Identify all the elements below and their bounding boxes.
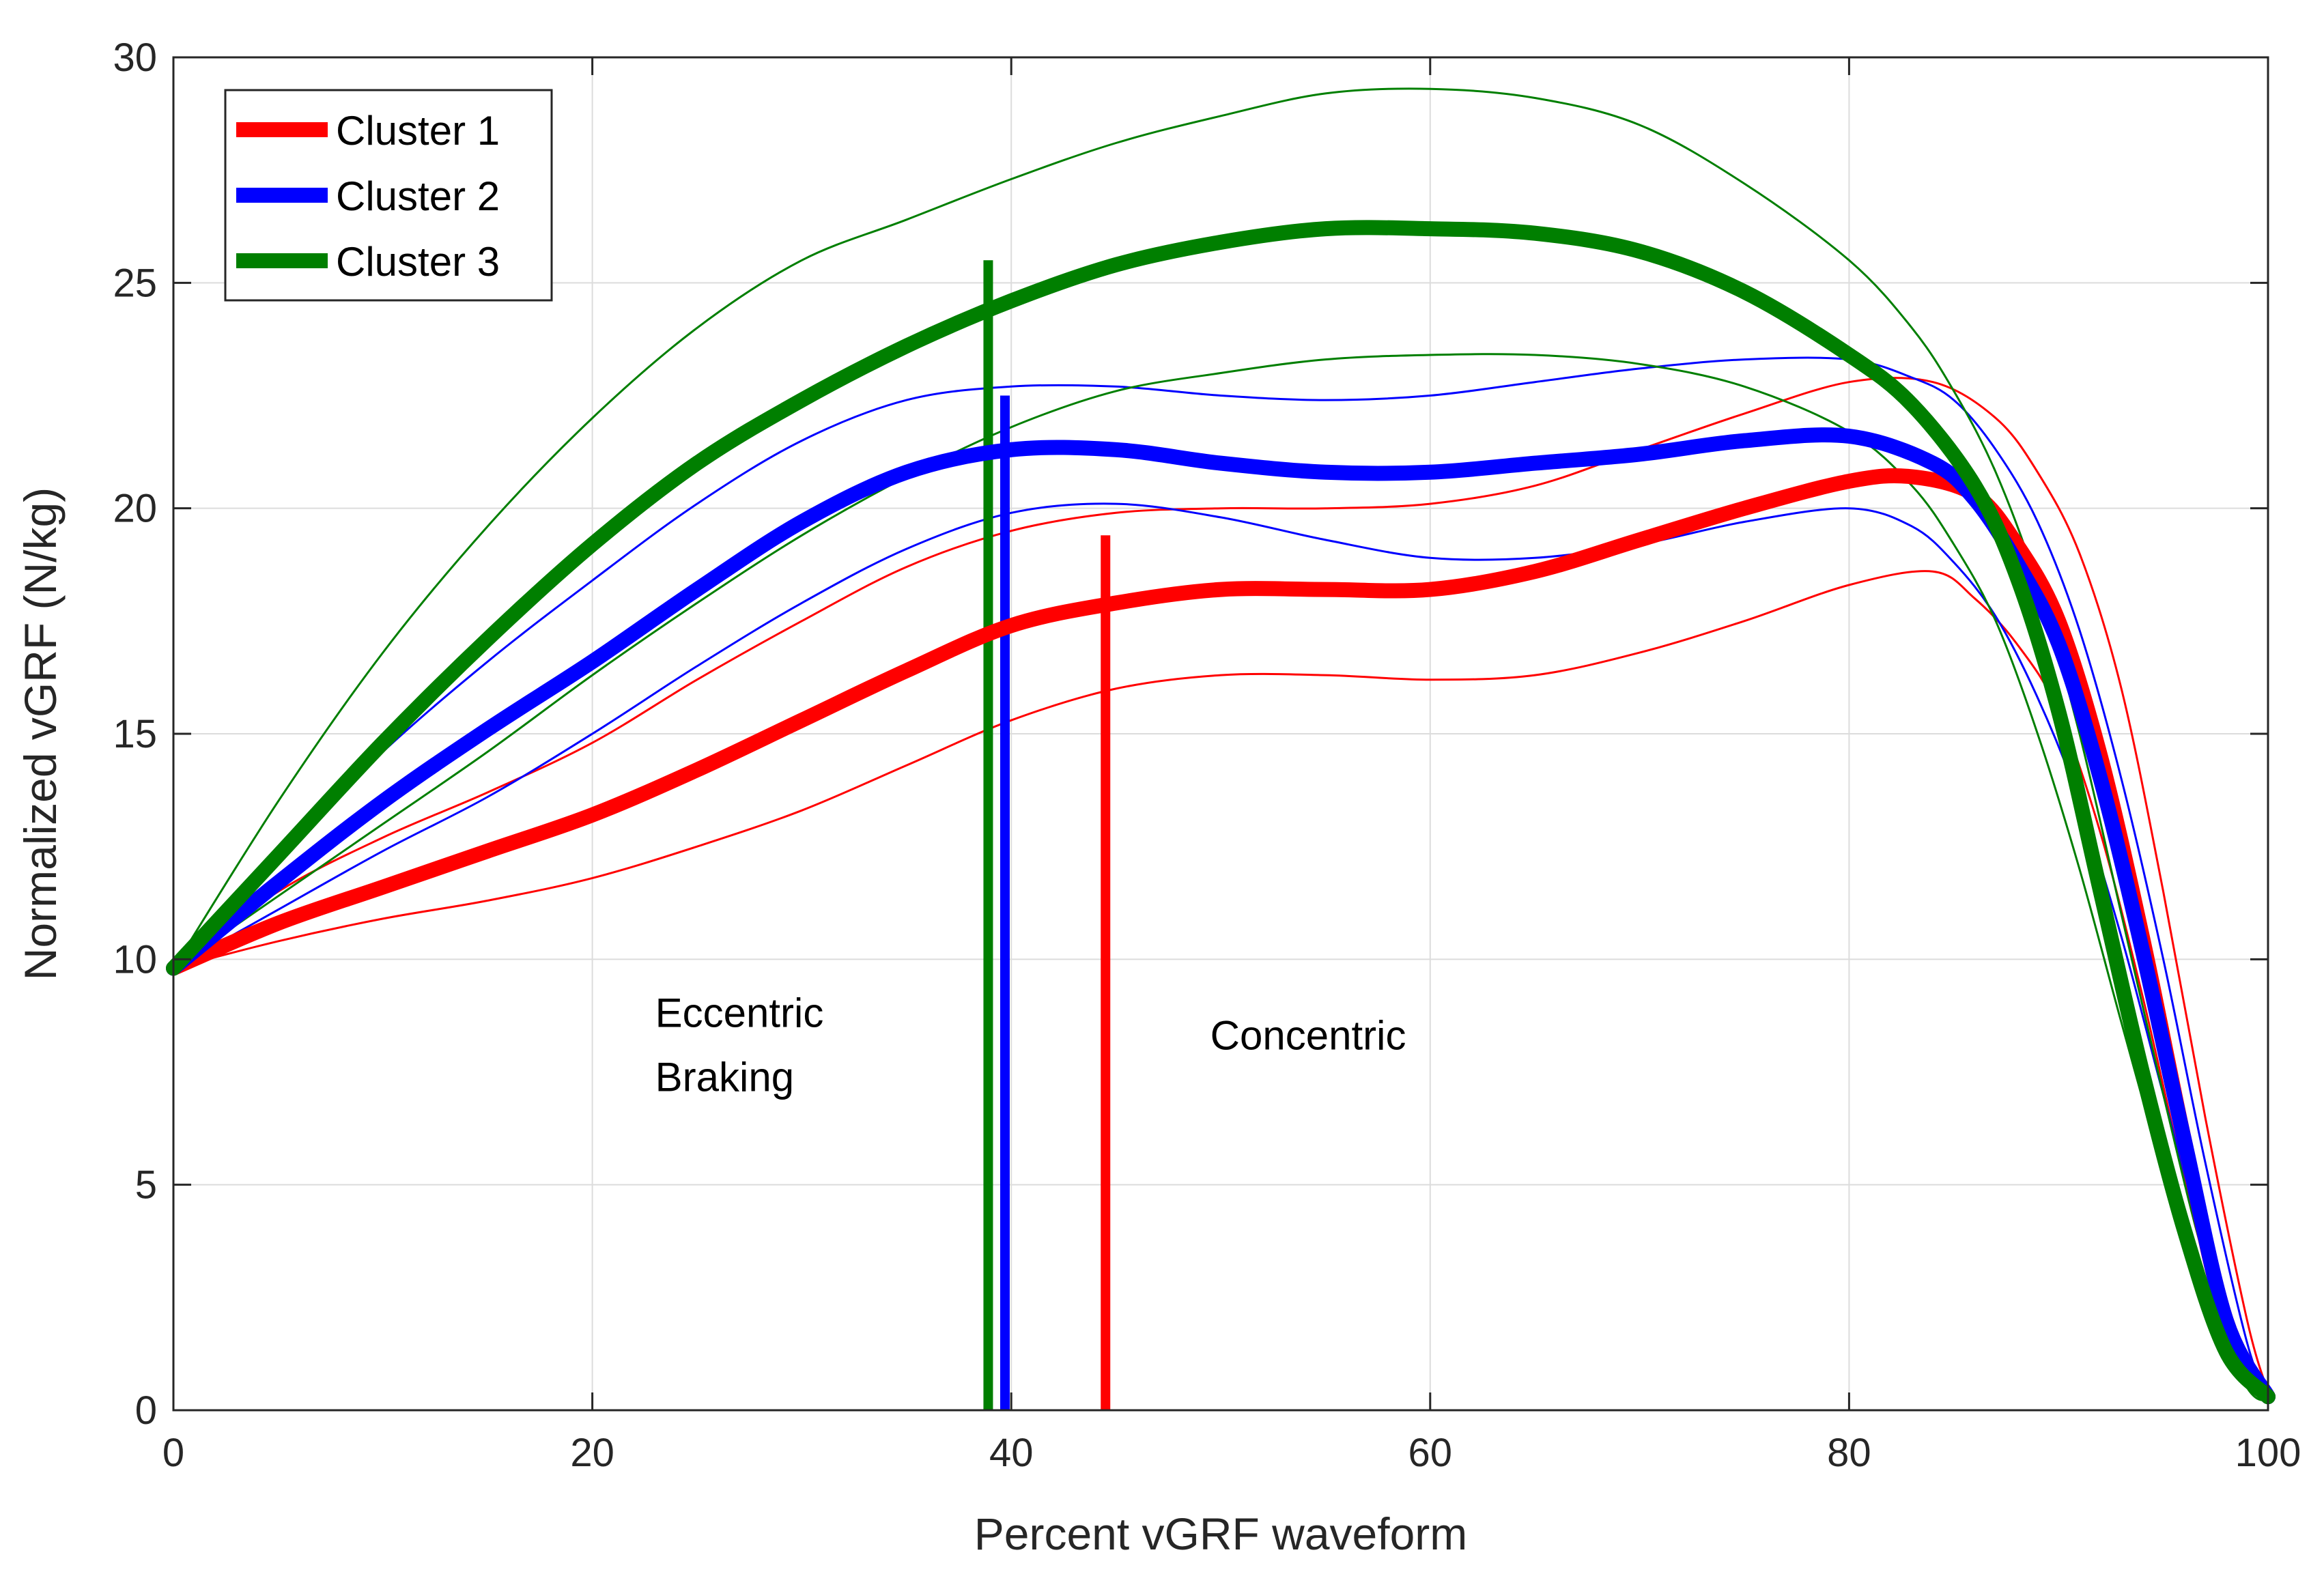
y-tick-label: 5	[135, 1163, 157, 1207]
annotation-concentric: Concentric	[1210, 1012, 1406, 1058]
vgrf-line-chart: 0 20 40 60 80 100 0 5 10 15 20 25 30 Percent vGRF wa…	[0, 0, 2324, 1572]
x-tick-label: 60	[1408, 1431, 1453, 1475]
x-tick-label: 100	[2235, 1431, 2301, 1475]
legend-label-cluster-1: Cluster 1	[336, 108, 500, 154]
y-tick-label: 20	[113, 487, 157, 531]
legend-label-cluster-2: Cluster 2	[336, 173, 500, 219]
y-tick-label: 15	[113, 712, 157, 756]
y-tick-label: 25	[113, 261, 157, 305]
y-tick-label: 30	[113, 35, 157, 80]
y-axis-label: Normalized vGRF (N/kg)	[15, 487, 66, 980]
x-tick-label: 40	[989, 1431, 1034, 1475]
legend-label-cluster-3: Cluster 3	[336, 239, 500, 285]
x-tick-label: 80	[1827, 1431, 1871, 1475]
annotation-line: Braking	[655, 1054, 794, 1100]
legend: Cluster 1 Cluster 2 Cluster 3	[225, 90, 552, 300]
annotation-line: Concentric	[1210, 1012, 1406, 1058]
y-tick-label: 10	[113, 937, 157, 982]
chart-figure: 0 20 40 60 80 100 0 5 10 15 20 25 30 Percent vGRF wa…	[0, 0, 2324, 1572]
annotation-line: Eccentric	[655, 990, 824, 1035]
x-axis-label: Percent vGRF waveform	[974, 1509, 1468, 1559]
y-tick-label: 0	[135, 1388, 157, 1433]
x-tick-label: 0	[162, 1431, 184, 1475]
x-tick-label: 20	[570, 1431, 614, 1475]
